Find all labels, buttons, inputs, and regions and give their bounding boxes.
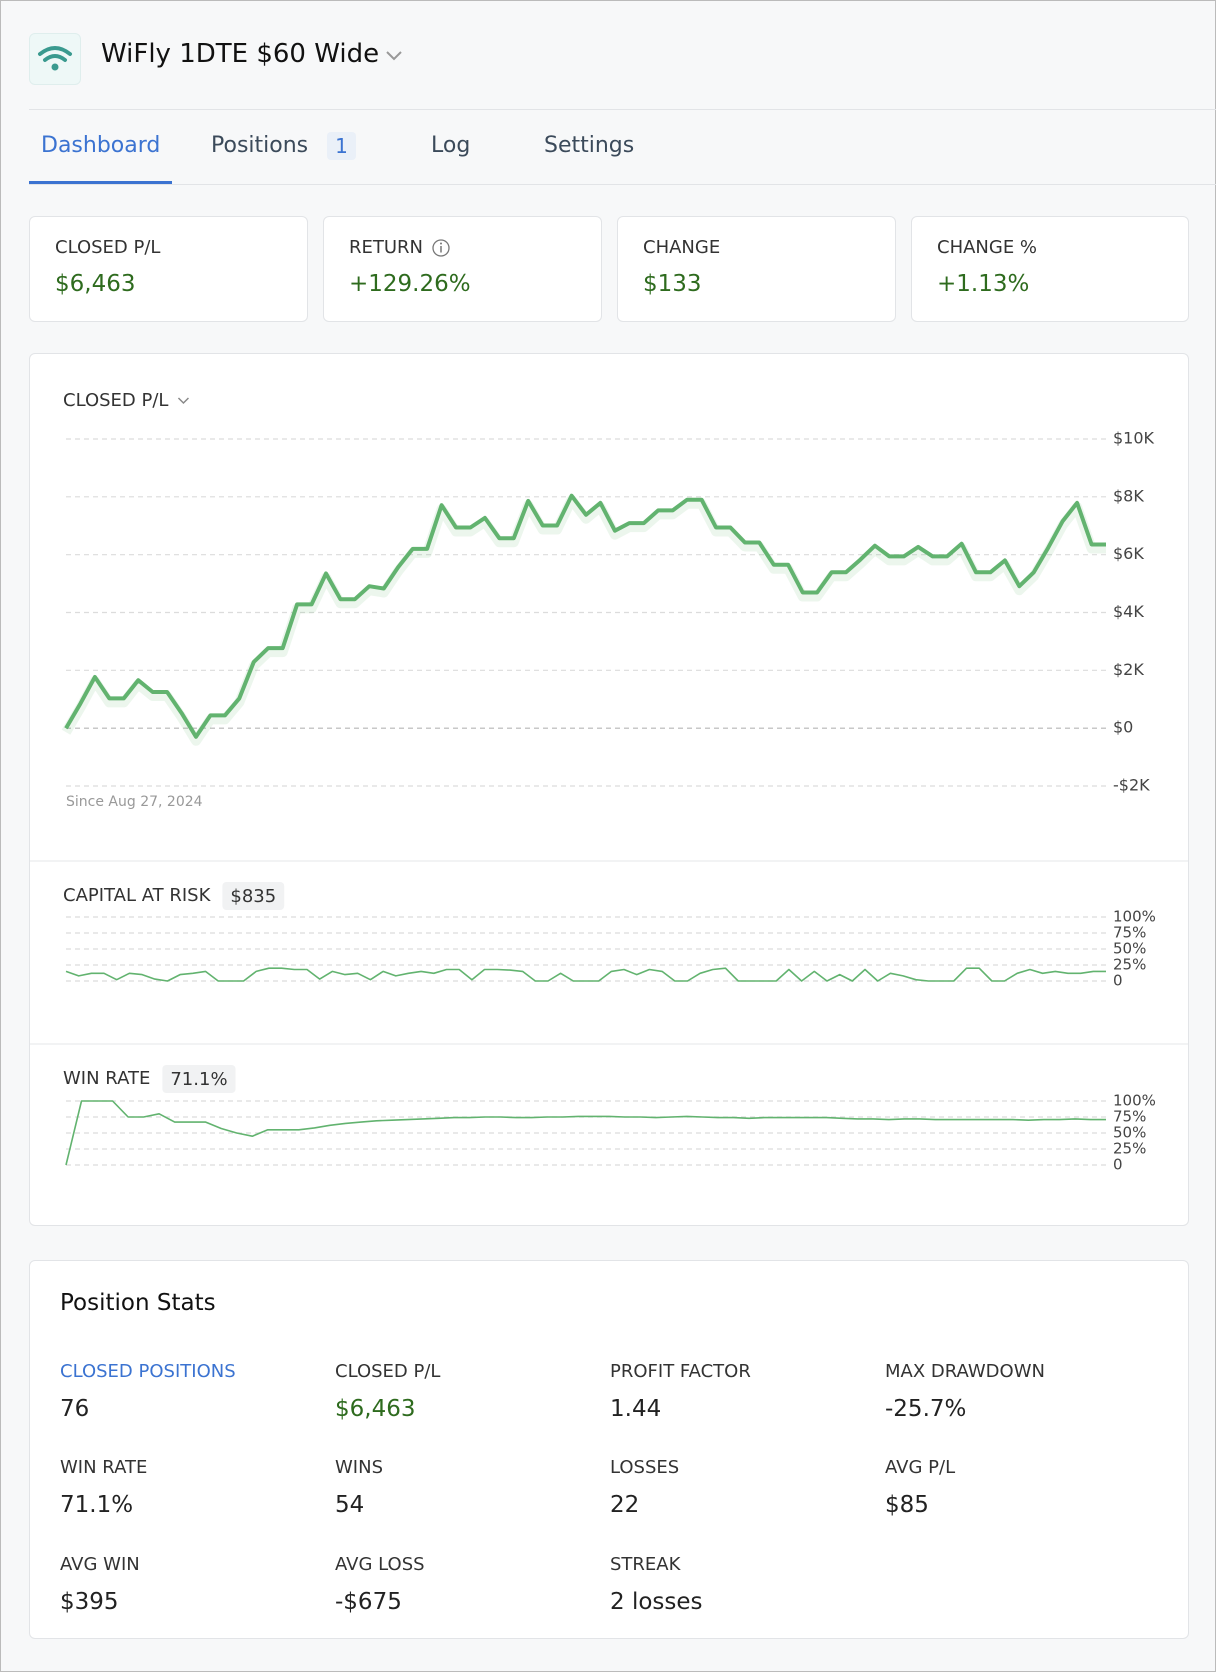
stat-card: RETURN +129.26% xyxy=(323,216,602,322)
wifi-icon xyxy=(38,46,72,71)
stat-value: 76 xyxy=(60,1396,90,1422)
y-tick-label: -$2K xyxy=(1113,776,1150,795)
tab[interactable]: Dashboard xyxy=(41,133,161,158)
stat-label: CLOSED P/L xyxy=(55,237,161,258)
stat-value: -$675 xyxy=(335,1589,402,1615)
stat-label: CLOSED POSITIONS xyxy=(60,1361,236,1382)
stat-card: CLOSED P/L $6,463 xyxy=(29,216,308,322)
y-tick-label: $2K xyxy=(1113,660,1144,679)
tab[interactable]: Positions xyxy=(211,133,309,158)
stat-label: LOSSES xyxy=(610,1457,680,1478)
y-tick-label: 100% xyxy=(1113,1092,1156,1110)
info-icon[interactable] xyxy=(431,238,451,258)
y-tick-label: 50% xyxy=(1113,940,1146,958)
chart-title: CLOSED P/L xyxy=(63,390,168,411)
stat-value: -25.7% xyxy=(885,1396,967,1422)
stat-label: RETURN xyxy=(349,237,424,258)
stat-value: $6,463 xyxy=(55,271,136,297)
y-tick-label: 25% xyxy=(1113,956,1146,974)
chart-badge-text: 71.1% xyxy=(170,1069,227,1090)
stat-label: AVG WIN xyxy=(60,1554,140,1575)
stat-value: $6,463 xyxy=(335,1396,416,1422)
tab-badge: 1 xyxy=(327,132,356,160)
stat-value: +129.26% xyxy=(349,271,471,297)
strategy-title: WiFly 1DTE $60 Wide xyxy=(101,39,380,69)
y-tick-label: $8K xyxy=(1113,486,1144,505)
y-tick-label: 100% xyxy=(1113,908,1156,926)
position-stats-card: Position Stats CLOSED POSITIONS 76 CLOSED … xyxy=(29,1260,1189,1639)
stat-label: CHANGE % xyxy=(937,237,1038,258)
chart-badge xyxy=(162,1065,236,1093)
tab[interactable]: Log xyxy=(431,133,471,158)
chart-badge-text: $835 xyxy=(230,886,276,907)
stat-value: 71.1% xyxy=(60,1492,134,1518)
stat-value: 2 losses xyxy=(610,1589,703,1615)
y-tick-label: $0 xyxy=(1113,718,1133,737)
tab-underline xyxy=(29,181,172,184)
stat-value: 22 xyxy=(610,1492,640,1518)
chart-title: CAPITAL AT RISK xyxy=(63,885,212,906)
line-series xyxy=(65,967,1106,982)
y-tick-label: 75% xyxy=(1113,1108,1146,1126)
stat-card: CHANGE % +1.13% xyxy=(911,216,1189,322)
y-tick-label: 0 xyxy=(1113,972,1123,990)
line-series xyxy=(64,493,1106,739)
y-tick-label: $10K xyxy=(1113,429,1155,448)
chart-title: WIN RATE xyxy=(63,1068,150,1089)
chart-dropdown xyxy=(177,397,189,405)
divider xyxy=(29,184,1216,185)
y-tick-label: $4K xyxy=(1113,602,1144,621)
app-icon xyxy=(29,33,81,85)
stat-label: WIN RATE xyxy=(60,1457,148,1478)
y-tick-label: 50% xyxy=(1113,1124,1146,1142)
stat-label: STREAK xyxy=(610,1554,681,1575)
divider xyxy=(29,109,1216,110)
stat-label: WINS xyxy=(335,1457,383,1478)
stat-value: +1.13% xyxy=(937,271,1030,297)
stat-label: AVG P/L xyxy=(885,1457,956,1478)
stat-label: CHANGE xyxy=(643,237,721,258)
y-tick-label: 25% xyxy=(1113,1140,1146,1158)
tab[interactable]: Settings xyxy=(544,133,635,158)
charts: CLOSED P/L Since Aug 27, 2024 -$2K $0 $2K $4K… xyxy=(30,390,1188,1174)
section-title: Position Stats xyxy=(60,1290,216,1316)
chart-badge xyxy=(222,882,285,910)
y-tick-label: $6K xyxy=(1113,544,1144,563)
stat-value: $395 xyxy=(60,1589,119,1615)
stat-card: CHANGE $133 xyxy=(617,216,896,322)
chart-note: Since Aug 27, 2024 xyxy=(66,794,203,810)
stat-label: MAX DRAWDOWN xyxy=(885,1361,1045,1382)
stat-label: PROFIT FACTOR xyxy=(610,1361,751,1382)
line-series xyxy=(65,1100,1106,1166)
stat-value: $133 xyxy=(643,271,702,297)
title-dropdown[interactable] xyxy=(383,47,405,65)
stat-value: $85 xyxy=(885,1492,929,1518)
stat-label: AVG LOSS xyxy=(335,1554,425,1575)
y-tick-label: 75% xyxy=(1113,924,1146,942)
stat-label: CLOSED P/L xyxy=(335,1361,441,1382)
chart-card: CLOSED P/L Since Aug 27, 2024 -$2K $0 $2K $4K… xyxy=(29,353,1189,1226)
stat-value: 1.44 xyxy=(610,1396,662,1422)
stat-value: 54 xyxy=(335,1492,365,1518)
y-tick-label: 0 xyxy=(1113,1156,1123,1174)
line-shadow xyxy=(61,494,1106,746)
